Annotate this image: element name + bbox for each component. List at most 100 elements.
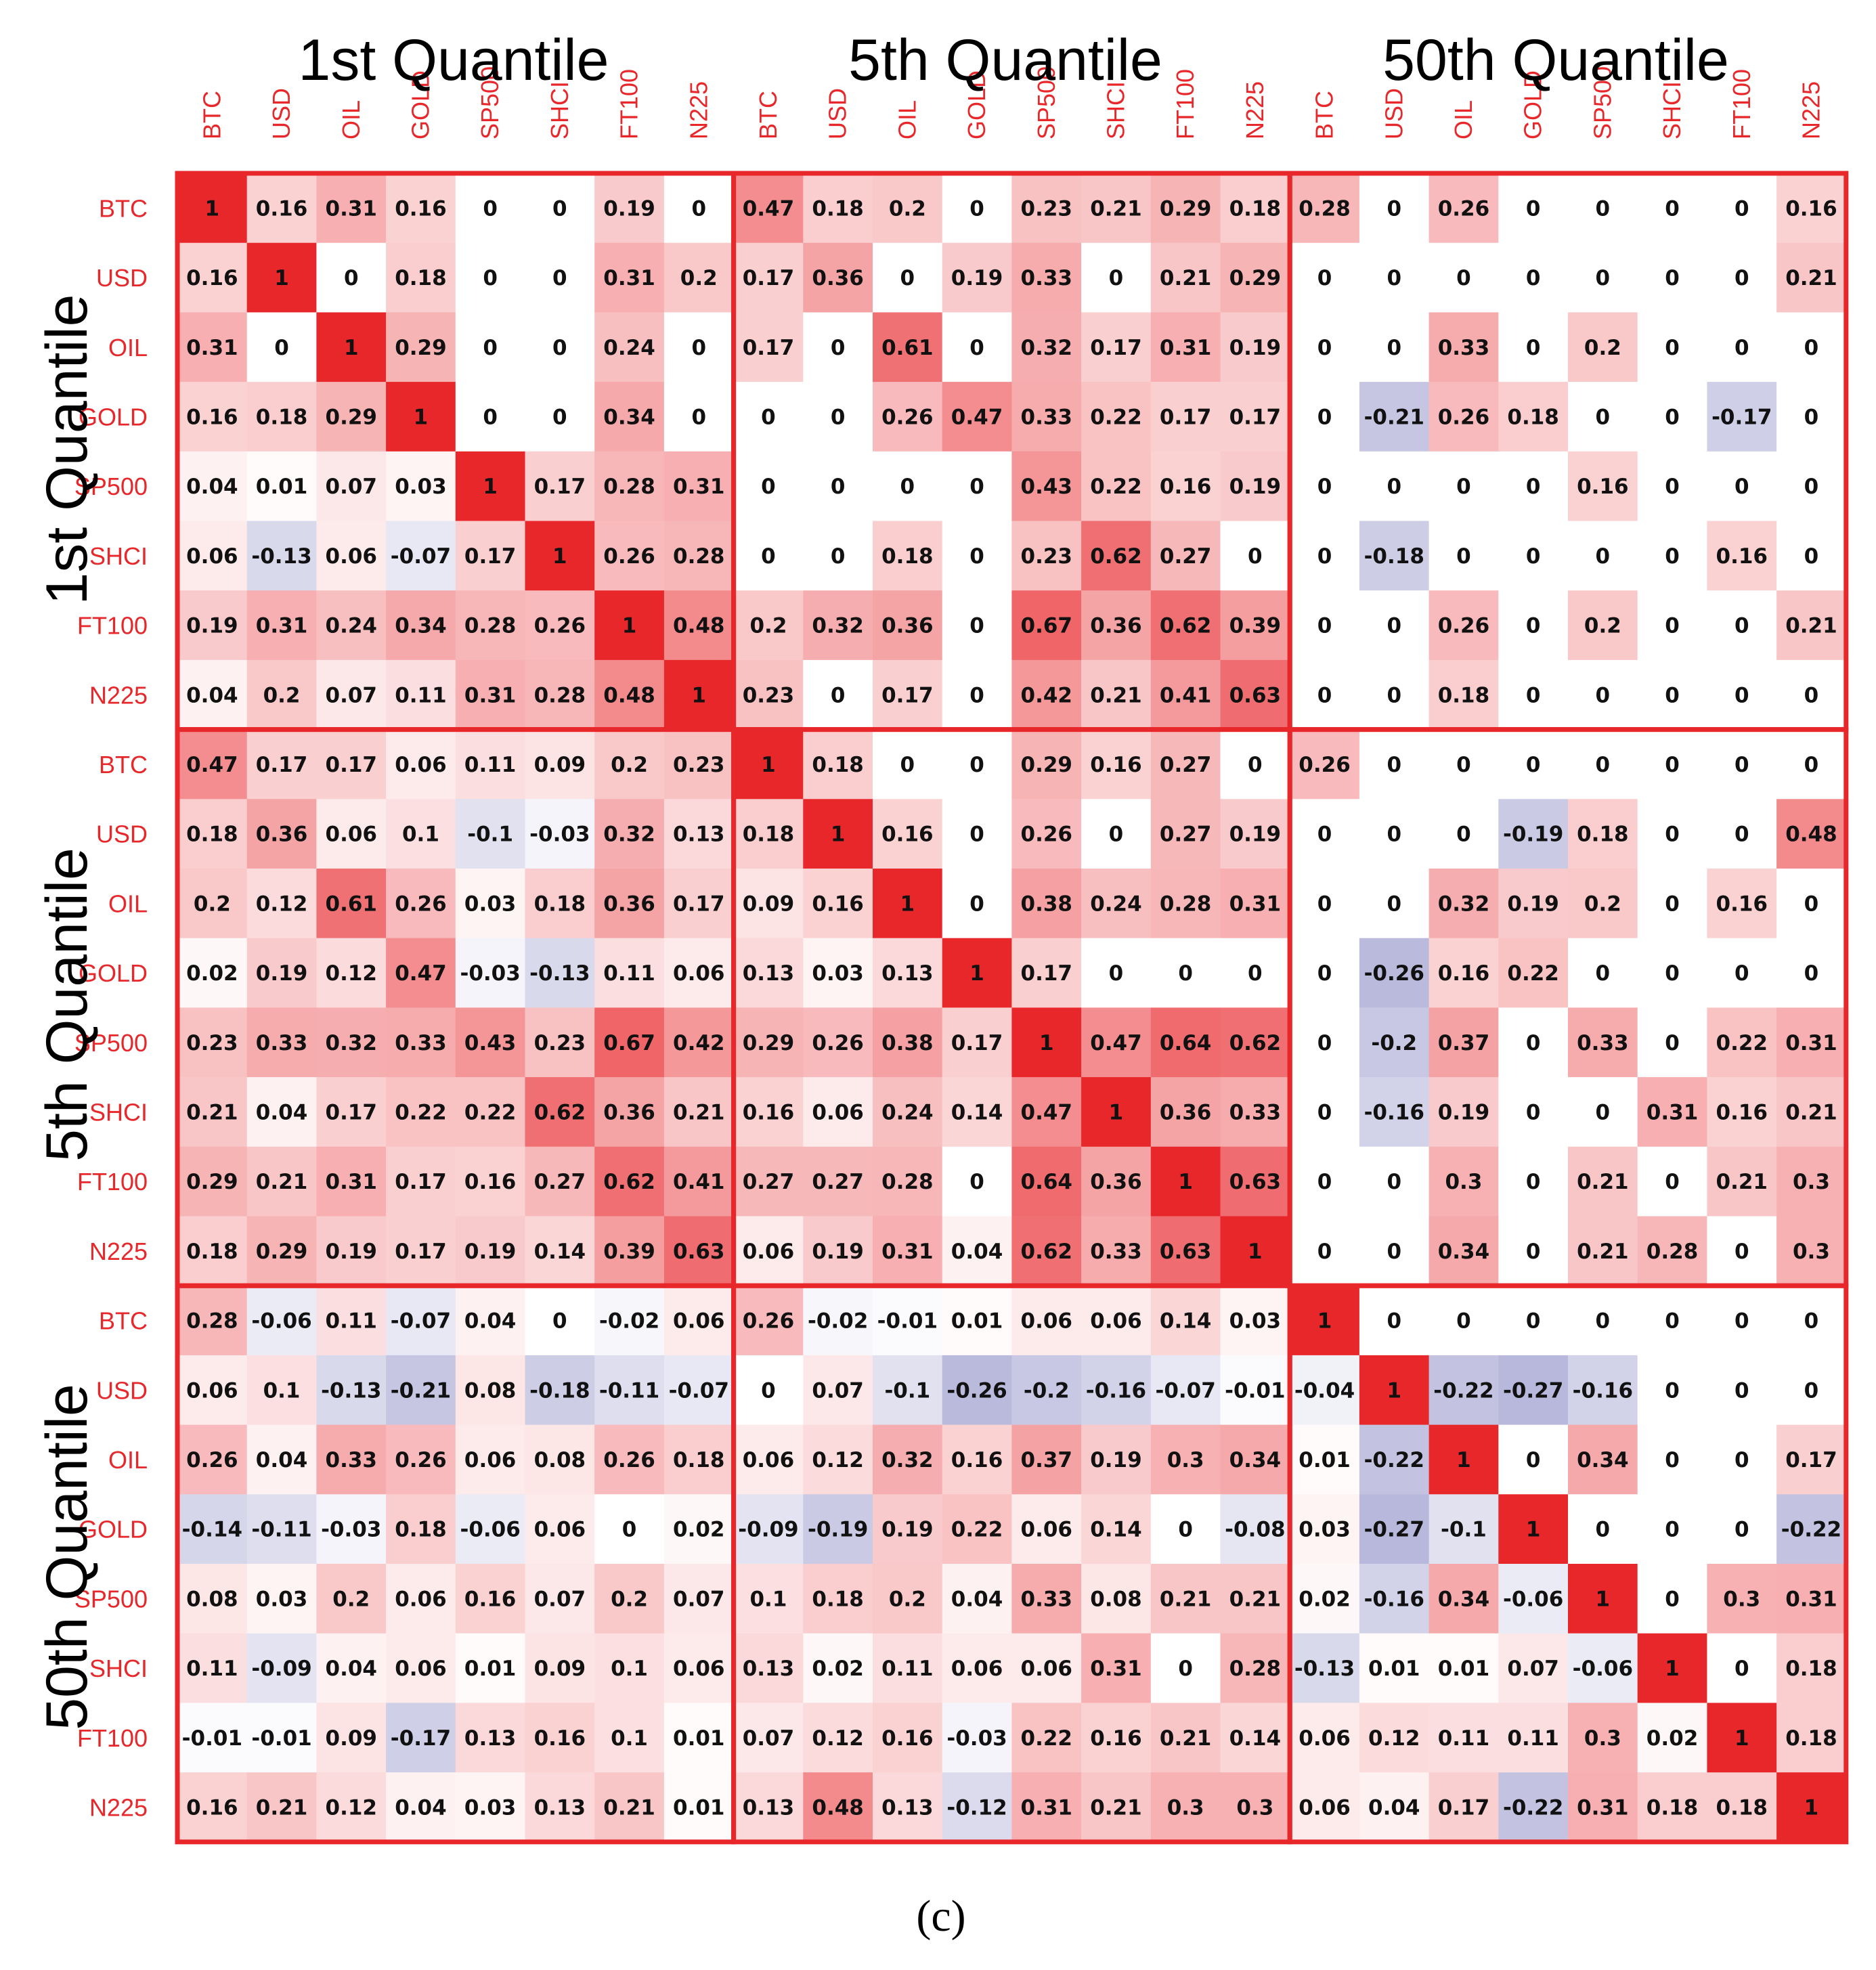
heatmap-cell — [803, 1564, 873, 1634]
heatmap-cell — [1011, 659, 1082, 730]
heatmap-cell — [733, 382, 804, 452]
heatmap-cells — [177, 173, 1847, 1843]
cell-value-label: 0.02 — [186, 961, 238, 986]
heatmap-cell — [177, 312, 248, 382]
heatmap-cell — [177, 1494, 248, 1564]
heatmap-cell — [1568, 1564, 1638, 1634]
cell-value-label: 0.24 — [603, 336, 655, 360]
heatmap-cell — [1081, 938, 1152, 1008]
heatmap-cell — [1220, 1633, 1290, 1703]
cell-value-label: 0 — [552, 336, 567, 360]
cell-value-label: 0.06 — [673, 1657, 725, 1681]
heatmap-cell — [1081, 1494, 1152, 1564]
cell-value-label: 0 — [1735, 1448, 1749, 1472]
cell-value-label: 0.2 — [889, 196, 926, 221]
heatmap-cell — [1220, 1146, 1290, 1217]
heatmap-cell — [316, 1424, 387, 1495]
cell-value-label: 0 — [1317, 823, 1332, 847]
cell-value-label: 0 — [1317, 266, 1332, 290]
cell-value-label: 0.18 — [1438, 683, 1490, 707]
cell-value-label: 0.1 — [402, 823, 439, 847]
heatmap-cell — [873, 799, 943, 869]
cell-value-label: 0.11 — [1438, 1726, 1490, 1751]
heatmap-cell — [1359, 312, 1430, 382]
heatmap-cell — [386, 1564, 456, 1634]
cell-value-label: 0.21 — [1160, 1587, 1212, 1611]
heatmap-cell — [316, 382, 387, 452]
heatmap-cell — [246, 659, 317, 730]
cell-value-label: 0 — [1526, 1100, 1541, 1124]
cell-value-label: 0.11 — [881, 1657, 934, 1681]
heatmap-cell — [1707, 451, 1777, 522]
cell-value-label: 0.31 — [1577, 1795, 1629, 1820]
heatmap-cell — [594, 1077, 665, 1147]
cell-value-label: 0.31 — [881, 1240, 934, 1264]
cell-value-label: 0.22 — [1716, 1031, 1768, 1055]
heatmap-cell — [1220, 242, 1290, 313]
cell-value-label: 0.19 — [603, 196, 655, 221]
heatmap-cell — [386, 799, 456, 869]
heatmap-cell — [1498, 659, 1569, 730]
cell-value-label: 0.27 — [534, 1170, 586, 1194]
cell-value-label: 0.18 — [673, 1448, 725, 1472]
heatmap-cell — [1498, 729, 1569, 800]
column-tick-label: SP500 — [1588, 66, 1616, 139]
cell-value-label: 0 — [1804, 892, 1819, 916]
heatmap-cell — [525, 1564, 595, 1634]
cell-value-label: 0 — [1804, 961, 1819, 986]
heatmap-cell — [1428, 1494, 1499, 1564]
cell-value-label: 0.21 — [1160, 1726, 1212, 1751]
cell-value-label: 0.16 — [881, 1726, 934, 1751]
heatmap-cell — [663, 1772, 735, 1843]
cell-value-label: 0.47 — [1021, 1100, 1073, 1124]
heatmap-cell — [1150, 173, 1221, 244]
cell-value-label: 0 — [969, 544, 984, 569]
cell-value-label: 0.19 — [186, 614, 238, 638]
cell-value-label: 0.07 — [534, 1587, 586, 1611]
heatmap-cell — [1290, 590, 1360, 661]
cell-value-label: 0.07 — [326, 475, 378, 499]
cell-value-label: 0.06 — [1021, 1518, 1073, 1542]
heatmap-cell — [1776, 312, 1847, 382]
cell-value-label: -0.22 — [1433, 1378, 1493, 1403]
cell-value-label: 0.19 — [881, 1518, 934, 1542]
cell-value-label: 0.06 — [812, 1100, 864, 1124]
cell-value-label: 0.43 — [1021, 475, 1073, 499]
cell-value-label: 0.17 — [326, 753, 378, 777]
cell-value-label: 0.13 — [464, 1726, 517, 1751]
heatmap-cell — [177, 382, 248, 452]
cell-value-label: 0.03 — [395, 475, 447, 499]
heatmap-cell — [386, 1355, 456, 1426]
heatmap-cell — [177, 869, 248, 939]
heatmap-cell — [1568, 1216, 1638, 1286]
row-tick-label: OIL — [108, 334, 148, 362]
cell-value-label: 0.3 — [1236, 1795, 1273, 1820]
cell-value-label: 1 — [1248, 1240, 1263, 1264]
cell-value-label: 0.18 — [186, 1240, 238, 1264]
cell-value-label: -0.07 — [669, 1378, 729, 1403]
cell-value-label: 0.31 — [1785, 1587, 1837, 1611]
row-tick-label: OIL — [108, 890, 148, 917]
heatmap-cell — [1568, 1077, 1638, 1147]
heatmap-cell — [1220, 1564, 1290, 1634]
cell-value-label: 0.06 — [464, 1448, 517, 1472]
cell-value-label: 0 — [1665, 266, 1680, 290]
heatmap-cell — [942, 1564, 1012, 1634]
heatmap-cell — [942, 1424, 1012, 1495]
heatmap-cell — [246, 1564, 317, 1634]
column-tick-label: OIL — [893, 100, 921, 139]
heatmap-cell — [316, 312, 387, 382]
cell-value-label: 0.16 — [186, 405, 238, 429]
heatmap-cell — [1776, 382, 1847, 452]
cell-value-label: 0.17 — [881, 683, 934, 707]
cell-value-label: -0.17 — [1711, 405, 1772, 429]
heatmap-cell — [1707, 1286, 1777, 1356]
cell-value-label: 0.33 — [1229, 1100, 1282, 1124]
cell-value-label: 0.64 — [1160, 1031, 1212, 1055]
cell-value-label: 0.47 — [1090, 1031, 1142, 1055]
cell-value-label: 0 — [1387, 614, 1401, 638]
cell-value-label: 0.06 — [1090, 1309, 1142, 1334]
cell-value-label: 1 — [1665, 1657, 1680, 1681]
cell-value-label: 0 — [1178, 1657, 1193, 1681]
cell-value-label: 0.31 — [256, 614, 308, 638]
